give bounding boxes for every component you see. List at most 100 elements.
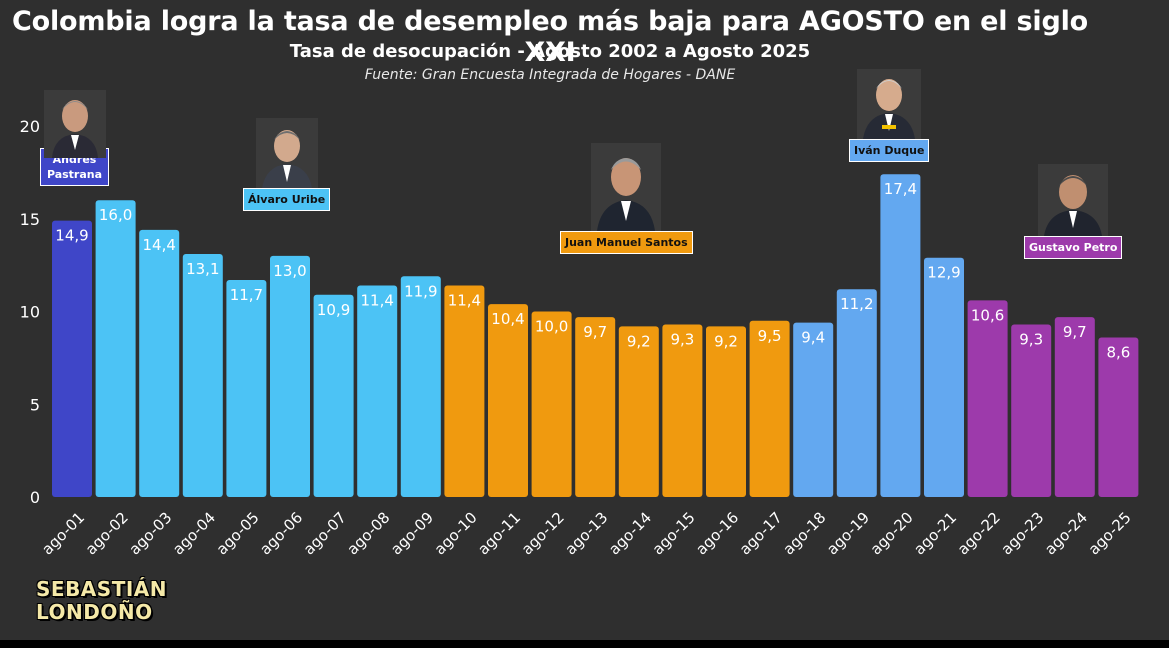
bottom-bar — [0, 640, 1169, 648]
y-tick-label: 5 — [30, 395, 40, 414]
data-label-ago-19: 11,2 — [840, 295, 873, 313]
x-tick-label: ago-24 — [1041, 509, 1091, 559]
uribe-name-label: Álvaro Uribe — [243, 188, 331, 211]
bar-ago-08 — [357, 285, 398, 497]
bar-ago-18 — [793, 322, 834, 497]
data-label-ago-11: 10,4 — [491, 310, 524, 328]
data-label-ago-18: 9,4 — [801, 329, 825, 347]
data-label-ago-23: 9,3 — [1019, 330, 1043, 348]
bar-ago-15 — [662, 324, 703, 497]
data-label-ago-06: 13,0 — [273, 262, 306, 280]
x-tick-label: ago-09 — [387, 509, 437, 559]
bar-ago-19 — [836, 289, 877, 497]
data-label-ago-07: 10,9 — [317, 301, 350, 319]
bar-ago-16 — [706, 326, 746, 497]
x-tick-label: ago-21 — [910, 509, 960, 559]
x-tick-label: ago-20 — [867, 509, 917, 559]
x-tick-label: ago-25 — [1085, 509, 1135, 559]
data-label-ago-13: 9,7 — [583, 323, 607, 341]
chart-source: Fuente: Gran Encuesta Integrada de Hogar… — [364, 67, 736, 83]
pastrana-portrait — [43, 90, 106, 158]
annotation-duque: Iván Duque — [849, 69, 930, 162]
bar-ago-07 — [313, 294, 354, 497]
data-label-ago-24: 9,7 — [1063, 323, 1087, 341]
x-tick-label: ago-05 — [213, 509, 263, 559]
bar-ago-25 — [1098, 337, 1139, 497]
annotation-santos: Juan Manuel Santos — [560, 143, 693, 254]
petro-name-label: Gustavo Petro — [1024, 236, 1123, 259]
bar-ago-11 — [488, 304, 528, 497]
data-label-ago-14: 9,2 — [627, 332, 651, 350]
x-tick-label: ago-03 — [125, 509, 175, 559]
y-tick-label: 20 — [20, 117, 40, 136]
y-tick-label: 0 — [30, 488, 40, 507]
data-label-ago-21: 12,9 — [927, 264, 960, 282]
x-tick-label: ago-01 — [38, 509, 88, 559]
data-label-ago-10: 11,4 — [448, 292, 481, 310]
duque-portrait — [857, 69, 922, 139]
x-tick-label: ago-17 — [736, 509, 786, 559]
bar-ago-24 — [1054, 317, 1095, 497]
x-tick-label: ago-13 — [561, 509, 611, 559]
x-tick-label: ago-15 — [649, 509, 699, 559]
y-tick-label: 10 — [20, 303, 40, 322]
annotation-uribe: Álvaro Uribe — [243, 118, 331, 211]
bar-ago-04 — [182, 253, 223, 497]
bar-ago-03 — [139, 229, 180, 497]
bar-ago-01 — [52, 220, 92, 498]
x-tick-label: ago-11 — [474, 509, 524, 559]
x-tick-label: ago-06 — [256, 509, 306, 559]
chart-subtitle: Tasa de desocupación - Agosto 2002 a Ago… — [289, 41, 811, 62]
data-label-ago-03: 14,4 — [142, 236, 175, 254]
data-label-ago-25: 8,6 — [1106, 343, 1130, 361]
data-label-ago-02: 16,0 — [99, 206, 132, 224]
bar-ago-14 — [618, 326, 659, 497]
petro-portrait — [1038, 164, 1109, 236]
bar-ago-05 — [226, 279, 267, 497]
x-tick-label: ago-14 — [605, 509, 655, 559]
bar-ago-10 — [444, 285, 485, 497]
data-label-ago-17: 9,5 — [758, 327, 782, 345]
data-label-ago-20: 17,4 — [884, 180, 917, 198]
brand-logo: SEBASTIÁN LONDOÑO — [36, 578, 167, 624]
x-tick-label: ago-10 — [431, 509, 481, 559]
x-tick-label: ago-18 — [779, 509, 829, 559]
bar-ago-20 — [880, 174, 921, 498]
x-tick-label: ago-12 — [518, 509, 568, 559]
bar-ago-23 — [1011, 324, 1052, 497]
bar-ago-22 — [967, 300, 1008, 497]
bar-ago-02 — [95, 200, 136, 497]
annotation-petro: Gustavo Petro — [1024, 164, 1123, 259]
chart-title: Colombia logra la tasa de desempleo más … — [11, 6, 1088, 68]
bar-ago-13 — [575, 317, 616, 497]
data-label-ago-12: 10,0 — [535, 318, 568, 336]
x-tick-label: ago-22 — [954, 509, 1004, 559]
bar-ago-09 — [400, 276, 441, 497]
x-tick-label: ago-08 — [343, 509, 393, 559]
duque-name-label: Iván Duque — [849, 139, 930, 162]
brand-logo-line1: SEBASTIÁN — [36, 577, 167, 601]
x-tick-label: ago-23 — [997, 509, 1047, 559]
bar-ago-17 — [749, 320, 790, 497]
santos-portrait — [591, 143, 662, 231]
x-tick-label: ago-04 — [169, 509, 219, 559]
data-label-ago-05: 11,7 — [230, 286, 263, 304]
uribe-portrait — [255, 118, 318, 188]
data-label-ago-01: 14,9 — [55, 227, 88, 245]
data-label-ago-15: 9,3 — [670, 330, 694, 348]
pastrana-name-line2: Pastrana — [46, 168, 103, 181]
x-tick-label: ago-16 — [692, 509, 742, 559]
x-tick-label: ago-02 — [82, 509, 132, 559]
annotation-pastrana: Andrés Pastrana — [40, 90, 109, 186]
bar-ago-06 — [270, 255, 310, 497]
brand-logo-line2: LONDOÑO — [36, 600, 153, 624]
data-label-ago-08: 11,4 — [360, 292, 393, 310]
x-tick-label: ago-07 — [300, 509, 350, 559]
y-tick-label: 15 — [20, 210, 40, 229]
bar-ago-12 — [531, 311, 572, 497]
data-label-ago-16: 9,2 — [714, 332, 738, 350]
santos-name-label: Juan Manuel Santos — [560, 231, 693, 254]
x-tick-label: ago-19 — [823, 509, 873, 559]
bar-ago-21 — [924, 257, 964, 497]
